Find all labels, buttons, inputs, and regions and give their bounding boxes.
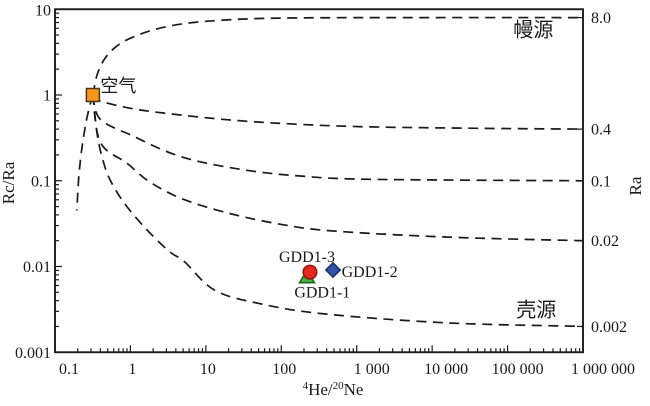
- svg-text:0.1: 0.1: [31, 173, 51, 190]
- x-axis-title: 4He/20Ne: [303, 380, 364, 399]
- annotation-GDD1-1: GDD1-1: [294, 284, 350, 301]
- svg-text:100 000: 100 000: [492, 361, 544, 378]
- data-point-gdd1-3: [302, 264, 318, 280]
- annotation-壳源: 壳源: [516, 299, 556, 322]
- svg-text:1: 1: [43, 88, 51, 105]
- y-tick-labels-right: 8.0 0.4 0.1 0.02 0.002: [591, 10, 627, 336]
- svg-text:0.01: 0.01: [23, 259, 51, 276]
- svg-text:10 000: 10 000: [424, 361, 468, 378]
- svg-text:1 000 000: 1 000 000: [571, 361, 635, 378]
- y-tick-labels-left: 10 1 0.1 0.01 0.001: [15, 3, 51, 362]
- svg-text:1: 1: [128, 361, 136, 378]
- mixing-curve-mix-0.4: [92, 94, 584, 130]
- svg-text:0.1: 0.1: [59, 361, 79, 378]
- annotation-GDD1-2: GDD1-2: [342, 264, 398, 281]
- axis-ticks: [54, 8, 584, 353]
- data-point-gdd1-2: [324, 261, 342, 279]
- x-tick-labels: 0.1 1 10 100 1 000 10 000 100 000 1 000 000: [59, 361, 635, 378]
- annotation-幔源: 幔源: [513, 19, 553, 42]
- mixing-curves: [76, 16, 584, 328]
- svg-text:0.4: 0.4: [591, 122, 611, 139]
- air-point-marker: [85, 87, 101, 103]
- svg-text:0.002: 0.002: [591, 319, 627, 336]
- svg-text:0.1: 0.1: [591, 173, 611, 190]
- annotation-GDD1-3: GDD1-3: [279, 249, 335, 266]
- y-axis-title-left: Rc/Ra: [0, 161, 18, 204]
- mixing-curve-air-dilution-left: [76, 94, 94, 211]
- y-axis-title-right: Ra: [626, 176, 645, 195]
- mixing-curve-air-mantle: [92, 16, 584, 96]
- svg-text:10: 10: [200, 361, 216, 378]
- svg-text:0.001: 0.001: [15, 345, 51, 362]
- svg-text:100: 100: [272, 361, 296, 378]
- mixing-curve-mix-0.1: [92, 94, 584, 182]
- mixing-curve-air-crust: [92, 94, 584, 328]
- svg-text:1 000: 1 000: [354, 361, 390, 378]
- svg-text:0.02: 0.02: [591, 233, 619, 250]
- svg-text:10: 10: [35, 3, 51, 20]
- annotation-空气: 空气: [100, 76, 136, 96]
- svg-text:8.0: 8.0: [591, 10, 611, 27]
- mixing-curve-mix-0.02: [92, 94, 584, 242]
